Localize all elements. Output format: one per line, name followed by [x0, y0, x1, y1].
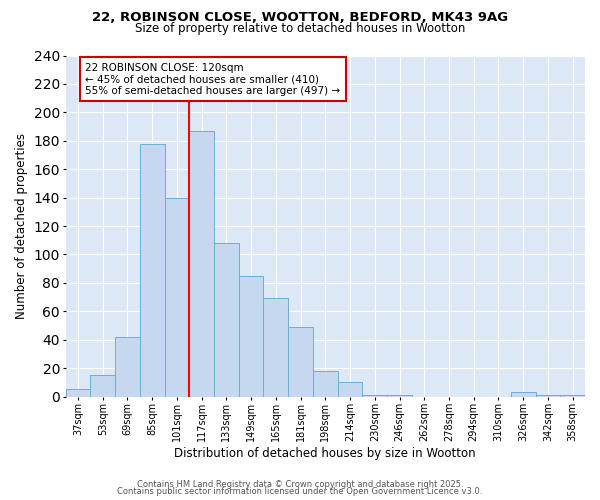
Bar	[560, 395, 585, 396]
Text: Size of property relative to detached houses in Wootton: Size of property relative to detached ho…	[135, 22, 465, 35]
Bar	[511, 392, 536, 396]
Bar	[362, 395, 387, 396]
Bar	[536, 395, 560, 396]
Bar	[91, 375, 115, 396]
Title: 22, ROBINSON CLOSE, WOOTTON, BEDFORD, MK43 9AG
Size of property relative to deta: 22, ROBINSON CLOSE, WOOTTON, BEDFORD, MK…	[0, 499, 1, 500]
Bar	[164, 198, 189, 396]
Bar	[140, 144, 164, 396]
Text: Contains HM Land Registry data © Crown copyright and database right 2025.: Contains HM Land Registry data © Crown c…	[137, 480, 463, 489]
Bar	[189, 131, 214, 396]
Bar	[115, 337, 140, 396]
Bar	[387, 395, 412, 396]
Bar	[239, 276, 263, 396]
X-axis label: Distribution of detached houses by size in Wootton: Distribution of detached houses by size …	[175, 447, 476, 460]
Bar	[313, 371, 338, 396]
Text: 22 ROBINSON CLOSE: 120sqm
← 45% of detached houses are smaller (410)
55% of semi: 22 ROBINSON CLOSE: 120sqm ← 45% of detac…	[85, 62, 341, 96]
Bar	[263, 298, 288, 396]
Bar	[65, 390, 91, 396]
Text: Contains public sector information licensed under the Open Government Licence v3: Contains public sector information licen…	[118, 487, 482, 496]
Bar	[214, 243, 239, 396]
Bar	[288, 327, 313, 396]
Y-axis label: Number of detached properties: Number of detached properties	[15, 133, 28, 319]
Text: 22, ROBINSON CLOSE, WOOTTON, BEDFORD, MK43 9AG: 22, ROBINSON CLOSE, WOOTTON, BEDFORD, MK…	[92, 11, 508, 24]
Bar	[338, 382, 362, 396]
